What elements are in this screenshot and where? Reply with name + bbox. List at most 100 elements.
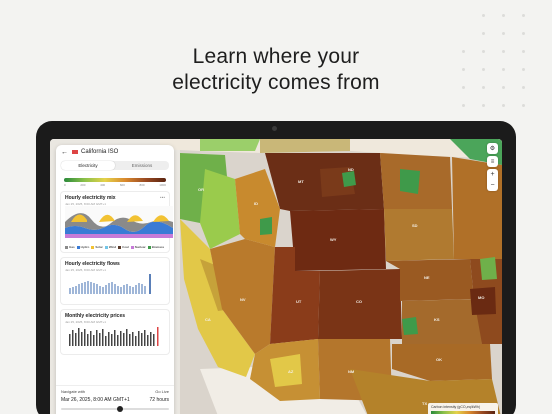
legend-title: Carbon intensity (gCO₂eq/kWh)	[431, 405, 481, 409]
legend-gradient	[431, 411, 495, 414]
state-label: ND	[348, 167, 354, 172]
zoom-in-button[interactable]: +	[490, 171, 495, 178]
legend-item: Biomass	[147, 245, 165, 249]
decorative-dot	[522, 68, 525, 71]
go-live-button[interactable]: Go Live	[155, 389, 169, 394]
flows-bar-chart[interactable]	[65, 272, 173, 296]
decorative-dot-grid	[462, 14, 542, 114]
ci-tick: 200	[80, 183, 86, 187]
carbon-intensity-bar	[64, 178, 166, 182]
mix-area-chart[interactable]	[65, 206, 173, 238]
time-navigator: Navigate with Go Live Mar 26, 2025, 8:00…	[56, 385, 174, 414]
gear-icon: ⚙	[489, 146, 496, 152]
headline: Learn where your electricity comes from	[0, 44, 552, 96]
state-label: NM	[348, 369, 355, 374]
view-toggle: Electricity Emissions	[61, 161, 169, 170]
legend-item: Solar	[91, 245, 103, 249]
state-label: OK	[436, 357, 442, 362]
legend-item: Hydro	[76, 245, 90, 249]
layers-icon: ≡	[490, 158, 495, 165]
ci-tick: 600	[119, 183, 125, 187]
legend-item: Wind	[104, 245, 117, 249]
decorative-dot	[482, 68, 485, 71]
decorative-dot	[522, 32, 525, 35]
decorative-dot	[522, 86, 525, 89]
decorative-dot	[502, 14, 505, 17]
legend-label: Wind	[108, 245, 117, 249]
carbon-intensity-legend: Carbon intensity (gCO₂eq/kWh) 0 150 300 …	[428, 403, 498, 414]
decorative-dot	[502, 86, 505, 89]
state-label: AZ	[288, 369, 294, 374]
ci-tick: 800	[139, 183, 145, 187]
navigator-date: Mar 26, 2025, 8:00 AM GMT+1	[61, 397, 130, 403]
legend-label: Nuclear	[134, 245, 146, 249]
decorative-dot	[502, 50, 505, 53]
ci-tick: 1000	[159, 183, 166, 187]
legend-item: Coal	[118, 245, 129, 249]
zone-title: California ISO	[81, 149, 119, 155]
decorative-dot	[502, 104, 505, 107]
navigator-label: Navigate with	[61, 389, 86, 394]
decorative-dot	[482, 14, 485, 17]
decorative-dot	[502, 68, 505, 71]
decorative-dot	[522, 50, 525, 53]
tab-electricity[interactable]: Electricity	[61, 161, 115, 170]
carbon-intensity-ticks: 0 200 400 600 800 1000	[64, 183, 166, 187]
prices-bar-chart[interactable]	[65, 324, 173, 346]
legend-label: Solar	[95, 245, 103, 249]
state-label: TX	[422, 401, 428, 406]
settings-button[interactable]: ⚙	[487, 143, 498, 154]
flag-icon	[72, 150, 78, 154]
prices-card[interactable]: Monthly electricity prices Jan 25, 2025,…	[60, 309, 170, 355]
legend-item: Gas	[65, 245, 75, 249]
decorative-dot	[482, 86, 485, 89]
tablet-device: ND MT WY SD NE KS UT NV CO MO OK AZ NM T…	[36, 121, 516, 414]
decorative-dot	[462, 68, 465, 71]
mix-card-subtitle: Jan 25, 2025, 8:00 AM GMT+1	[65, 202, 106, 206]
ci-tick: 0	[64, 183, 66, 187]
decorative-dot	[482, 104, 485, 107]
flows-card-title: Hourly electricity flows	[65, 261, 120, 267]
navigator-window[interactable]: 72 hours	[149, 397, 169, 403]
more-icon[interactable]: ⋯	[160, 195, 165, 201]
state-label: KS	[434, 317, 440, 322]
ci-tick: 400	[100, 183, 106, 187]
state-label: ID	[254, 201, 258, 206]
decorative-dot	[462, 104, 465, 107]
time-slider-thumb[interactable]	[117, 406, 124, 412]
state-label: WY	[330, 237, 337, 242]
legend-label: Coal	[122, 245, 129, 249]
state-label: MO	[478, 295, 485, 300]
time-slider[interactable]	[61, 406, 169, 412]
decorative-dot	[462, 86, 465, 89]
legend-item: Nuclear	[130, 245, 146, 249]
state-label: MT	[298, 179, 304, 184]
state-label: SD	[412, 223, 418, 228]
decorative-dot	[462, 50, 465, 53]
state-label: NE	[424, 275, 430, 280]
decorative-dot	[482, 50, 485, 53]
tab-emissions[interactable]: Emissions	[131, 163, 153, 168]
zone-panel: ← California ISO Electricity Emissions 0…	[56, 145, 174, 414]
mix-card-title: Hourly electricity mix	[65, 195, 116, 201]
flows-card-subtitle: Jan 25, 2025, 8:00 AM GMT+1	[65, 268, 106, 272]
state-label: CO	[356, 299, 362, 304]
state-label: NV	[240, 297, 246, 302]
state-label: UT	[296, 299, 302, 304]
camera-icon	[272, 126, 277, 131]
layers-button[interactable]: ≡	[487, 156, 498, 167]
legend-label: Gas	[69, 245, 75, 249]
decorative-dot	[522, 14, 525, 17]
legend-label: Biomass	[151, 245, 165, 249]
decorative-dot	[522, 104, 525, 107]
decorative-dot	[502, 32, 505, 35]
zoom-out-button[interactable]: −	[490, 182, 495, 189]
state-label: CA	[205, 317, 211, 322]
panel-header: ← California ISO	[56, 145, 174, 159]
flows-card[interactable]: Hourly electricity flows Jan 25, 2025, 8…	[60, 257, 170, 305]
legend-label: Hydro	[80, 245, 90, 249]
mix-card[interactable]: Hourly electricity mix ⋯ Jan 25, 2025, 8:…	[60, 191, 173, 253]
back-arrow-icon[interactable]: ←	[61, 148, 68, 156]
decorative-dot	[482, 32, 485, 35]
